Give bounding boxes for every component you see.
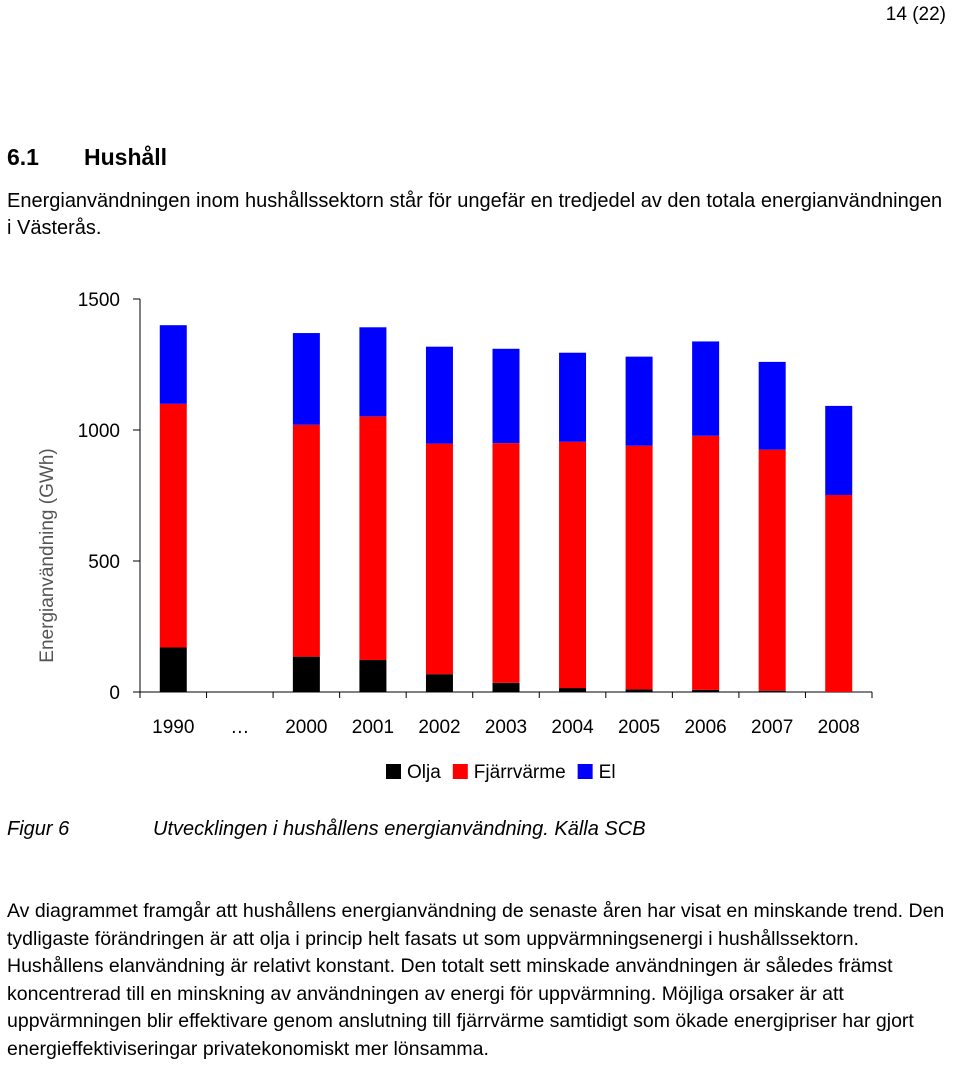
body-paragraph: Av diagrammet framgår att hushållens ene… xyxy=(7,900,945,1060)
bar-olja-2003 xyxy=(492,682,520,692)
x-tick-label: 2002 xyxy=(418,717,460,738)
x-tick-label: 2000 xyxy=(285,717,327,738)
bar-olja-2005 xyxy=(625,689,653,692)
bar-olja-2007 xyxy=(758,690,786,692)
bar-olja-2001 xyxy=(359,660,387,692)
x-tick-label: 2001 xyxy=(352,717,394,738)
section-heading: 6.1 Hushåll xyxy=(7,144,167,171)
bar-el-1990 xyxy=(159,325,187,404)
bar-fj-rrv-rme-2003 xyxy=(492,443,520,683)
x-tick-label: 2003 xyxy=(485,717,527,738)
y-tick-label: 0 xyxy=(109,683,120,704)
bar-el-2005 xyxy=(625,356,653,446)
bar-fj-rrv-rme-2000 xyxy=(292,424,320,657)
section-number: 6.1 xyxy=(7,144,39,170)
x-tick-label: 2004 xyxy=(551,717,594,738)
energy-use-chart: 0 500 1000 1500 Energianvändning (GWh) 1990 … 2… xyxy=(37,290,873,783)
x-tick-label: 2007 xyxy=(751,717,793,738)
bar-fj-rrv-rme-2008 xyxy=(825,494,853,692)
legend-swatch xyxy=(577,764,593,779)
page-number: 14 (22) xyxy=(885,4,946,25)
y-axis-title: Energianvändning (GWh) xyxy=(37,448,58,662)
bar-fj-rrv-rme-2004 xyxy=(559,441,587,689)
bar-el-2004 xyxy=(559,352,587,442)
y-tick-label: 1000 xyxy=(78,421,120,442)
figure-label: Figur 6 xyxy=(7,818,70,840)
bar-el-2006 xyxy=(692,341,720,436)
intro-paragraph: Energianvändningen inom hushållssektorn … xyxy=(7,190,943,239)
bar-fj-rrv-rme-2001 xyxy=(359,416,387,661)
legend-swatch xyxy=(452,764,468,779)
x-tick-label: … xyxy=(230,717,249,738)
figure-caption-text: Utvecklingen i hushållens energianvändni… xyxy=(153,818,646,840)
bar-olja-2000 xyxy=(292,656,320,692)
y-tick-label: 1500 xyxy=(78,290,120,311)
bar-el-2001 xyxy=(359,327,387,417)
bar-el-2007 xyxy=(758,361,786,450)
bar-el-2008 xyxy=(825,405,853,495)
x-tick-label: 2005 xyxy=(618,717,660,738)
bar-fj-rrv-rme-2005 xyxy=(625,445,653,690)
bar-fj-rrv-rme-1990 xyxy=(159,403,187,648)
bar-fj-rrv-rme-2007 xyxy=(758,449,786,691)
x-tick-label: 2008 xyxy=(818,717,860,738)
bar-fj-rrv-rme-2006 xyxy=(692,435,720,690)
legend-label: El xyxy=(599,762,616,783)
bar-el-2003 xyxy=(492,348,520,444)
bar-fj-rrv-rme-2002 xyxy=(425,443,453,675)
figure-caption: Figur 6 Utvecklingen i hushållens energia… xyxy=(7,818,646,841)
legend-label: Fjärrvärme xyxy=(474,762,566,783)
y-tick-label: 500 xyxy=(88,552,120,573)
bar-el-2002 xyxy=(425,346,453,444)
bar-olja-2004 xyxy=(559,688,587,692)
bar-olja-2006 xyxy=(692,689,720,692)
bar-olja-2002 xyxy=(425,674,453,692)
bar-olja-1990 xyxy=(159,647,187,692)
legend-label: Olja xyxy=(407,762,441,783)
legend-swatch xyxy=(386,764,401,779)
x-tick-label: 2006 xyxy=(684,717,726,738)
x-tick-label: 1990 xyxy=(152,717,194,738)
bar-el-2000 xyxy=(292,333,320,425)
section-title: Hushåll xyxy=(84,144,168,170)
